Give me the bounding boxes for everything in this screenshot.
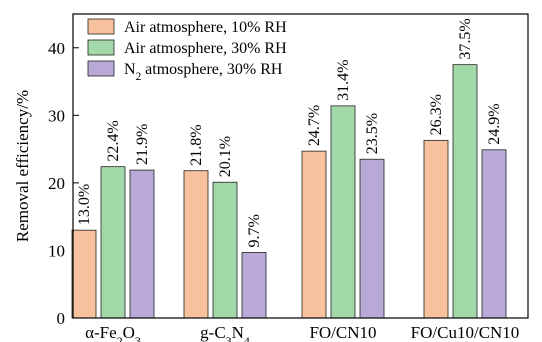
bar — [129, 169, 155, 319]
plot-frame — [72, 13, 529, 319]
bar — [330, 105, 356, 319]
data-label: 26.3% — [428, 94, 445, 135]
legend-label: Air atmosphere, 30% RH — [124, 40, 287, 57]
bar — [423, 139, 449, 319]
bar — [452, 64, 478, 319]
bar — [71, 229, 97, 319]
data-label: 31.4% — [335, 60, 352, 101]
legend-label: Air atmosphere, 10% RH — [124, 19, 287, 36]
legend-swatch — [87, 18, 115, 35]
bar — [212, 181, 238, 319]
bar — [183, 170, 209, 319]
x-category-label: g-C3N4 — [200, 323, 250, 342]
bar — [241, 252, 267, 319]
bar — [100, 166, 126, 319]
y-axis-title: Removal efficiency/% — [13, 90, 32, 242]
bar — [301, 150, 327, 319]
y-axis-title-group: Removal efficiency/% — [13, 90, 32, 242]
legend: Air atmosphere, 10% RH Air atmosphere, 30… — [87, 18, 287, 83]
legend-swatch — [87, 39, 115, 56]
data-label: 37.5% — [457, 18, 474, 59]
y-tick-label: 0 — [57, 309, 66, 328]
y-tick-label: 20 — [48, 174, 65, 193]
x-category-label: FO/Cu10/CN10 — [411, 323, 520, 342]
data-label: 9.7% — [246, 214, 263, 247]
x-category-label: α-Fe2O3 — [85, 323, 141, 342]
legend-swatch — [87, 60, 115, 77]
bar — [481, 149, 507, 319]
plot-area: 0 10 20 30 40 13.0% 22.4% 21.9% α-Fe2O3 21.8% 20.1… — [48, 18, 519, 342]
data-label: 13.0% — [76, 184, 93, 225]
data-label: 24.7% — [306, 105, 323, 146]
data-label: 21.8% — [188, 124, 205, 165]
data-label: 22.4% — [105, 120, 122, 161]
legend-label: N2 atmosphere, 30% RH — [124, 61, 283, 83]
data-label: 23.5% — [364, 113, 381, 154]
data-label: 21.9% — [134, 124, 151, 165]
data-label: 20.1% — [217, 136, 234, 177]
bar — [359, 158, 385, 319]
y-tick-label: 10 — [48, 241, 65, 260]
data-label: 24.9% — [486, 103, 503, 144]
y-tick-label: 30 — [48, 106, 65, 125]
x-category-label: FO/CN10 — [309, 323, 376, 342]
y-tick-label: 40 — [48, 39, 65, 58]
